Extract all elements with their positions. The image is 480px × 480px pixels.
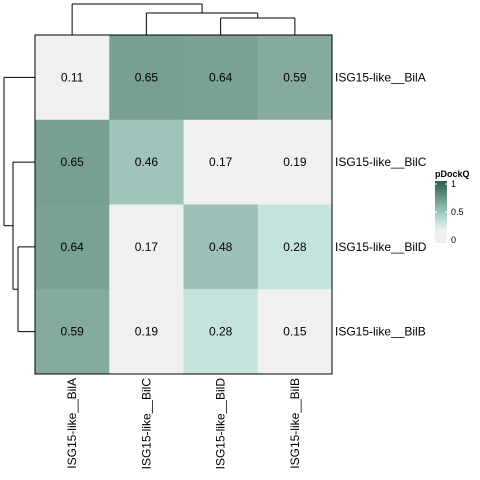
heatmap-cell <box>35 119 110 205</box>
cell-value-label: 0.11 <box>61 70 84 84</box>
row-label: ISG15-like__BilC <box>335 155 427 169</box>
cell-value-label: 0.46 <box>135 155 159 169</box>
heatmap-cell <box>257 119 333 205</box>
row-label: ISG15-like__BilB <box>335 325 426 339</box>
heatmap-cell <box>109 204 184 290</box>
heatmap-cell <box>183 204 259 290</box>
cell-value-label: 0.28 <box>209 325 233 339</box>
cell-value-label: 0.65 <box>60 155 84 169</box>
column-label: ISG15-like__BilA <box>65 378 79 469</box>
row-labels: ISG15-like__BilA ISG15-like__BilC ISG15-li… <box>335 70 427 338</box>
cell-value-label: 0.17 <box>135 240 159 254</box>
cell-value-label: 0.65 <box>135 70 159 84</box>
column-label: ISG15-like__BilD <box>214 378 228 470</box>
cell-value-label: 0.15 <box>283 325 307 339</box>
cell-value-label: 0.17 <box>209 155 233 169</box>
cell-value-label: 0.19 <box>135 325 159 339</box>
heatmap-cell <box>35 204 110 290</box>
legend-ticks: 10.50 <box>435 179 464 245</box>
cell-value-label: 0.19 <box>283 155 307 169</box>
cell-value-label: 0.64 <box>209 70 233 84</box>
heatmap-cells: 0.11 0.65 0.64 0.59 0.65 0.46 0.17 0.19 0.64 0.17… <box>35 35 333 375</box>
legend-colorbar <box>435 181 447 243</box>
heatmap-cell <box>183 289 259 375</box>
heatmap-cell <box>35 35 110 121</box>
legend-tick-label: 0.5 <box>451 207 464 217</box>
cell-value-label: 0.28 <box>283 240 307 254</box>
heatmap-cell <box>183 119 259 205</box>
column-label: ISG15-like__BilB <box>288 378 302 469</box>
legend-tick-label: 1 <box>451 179 456 189</box>
row-label: ISG15-like__BilD <box>335 240 427 254</box>
heatmap-cell <box>109 119 184 205</box>
heatmap-cell <box>257 35 333 121</box>
cell-value-label: 0.48 <box>209 240 233 254</box>
heatmap-cell <box>183 35 259 121</box>
row-label: ISG15-like__BilA <box>335 70 426 84</box>
heatmap-cell <box>35 289 110 375</box>
legend-tick-label: 0 <box>451 235 456 245</box>
column-labels: ISG15-like__BilA ISG15-like__BilC ISG15-li… <box>65 378 302 470</box>
heatmap-border <box>34 34 333 375</box>
heatmap-cell <box>257 289 333 375</box>
column-dendrogram <box>71 3 296 35</box>
legend-title: pDockQ <box>435 169 470 179</box>
cell-value-label: 0.64 <box>60 240 84 254</box>
column-label: ISG15-like__BilC <box>139 378 153 470</box>
cell-value-label: 0.59 <box>283 70 307 84</box>
row-dendrogram <box>3 76 35 333</box>
heatmap-cell <box>109 289 184 375</box>
heatmap-cell <box>109 35 184 121</box>
heatmap-cell <box>257 204 333 290</box>
cell-value-label: 0.59 <box>60 325 84 339</box>
color-legend: pDockQ 10.50 <box>435 169 470 245</box>
